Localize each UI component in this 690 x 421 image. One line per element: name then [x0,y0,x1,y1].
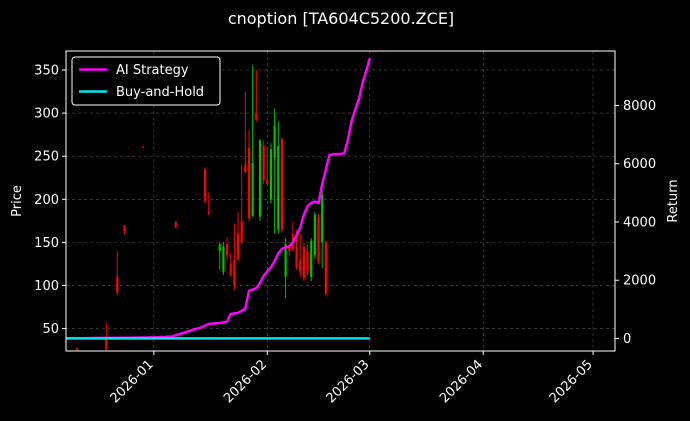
candle-body [313,214,316,256]
candle-body [222,246,225,272]
candle-body [284,244,287,277]
y-axis-label-right: Return [666,179,681,222]
y-tick-label-right: 8000 [623,99,656,114]
y-tick-label-left: 300 [34,107,59,122]
candle-body [174,222,177,227]
candle-body [273,126,276,158]
candle-body [317,216,320,262]
candle-body [324,242,327,295]
candle-body [299,259,302,273]
series-lines [65,57,371,340]
candle-body [203,169,207,201]
y-tick-label-left: 50 [42,322,59,337]
candle-body [255,113,258,120]
legend: AI Strategy Buy-and-Hold [71,56,221,106]
candle-body [277,145,280,230]
candle-body [229,263,232,276]
candle-body [244,164,247,172]
candle-body [258,140,262,217]
y-tick-label-left: 350 [34,63,59,78]
candle-body [247,147,251,219]
gridlines [66,51,615,351]
legend-label-ai-strategy: AI Strategy [116,63,189,78]
candle-body [306,251,309,273]
chart-title: cnoption [TA604C5200.ZCE] [228,9,454,28]
y-tick-label-left: 150 [34,236,59,251]
candle-body [295,246,298,269]
candle-body [225,244,229,256]
candle-body [310,240,313,277]
candle-body [251,163,254,217]
series-line-ai-strategy [65,57,371,340]
candle-body [207,212,210,214]
legend-label-buy-and-hold: Buy-and-Hold [116,85,204,100]
candlesticks [75,65,327,351]
candle-body [269,149,273,200]
candle-body [236,233,240,260]
plot-frame [65,50,616,352]
y-tick-label-right: 4000 [623,215,656,230]
legend-box [71,56,221,106]
candle-body [105,337,108,350]
candle-body [321,194,324,243]
candle-body [280,138,284,230]
candle-body [266,180,269,184]
y-tick-label-right: 2000 [623,274,656,289]
y-axis-label-left: Price [10,185,25,217]
candle-body [75,348,79,351]
candle-body [116,276,119,293]
y-tick-label-right: 6000 [623,157,656,172]
candle-body [288,246,291,251]
y-tick-label-left: 250 [34,150,59,165]
candle-body [141,146,144,148]
candle-body [218,244,221,251]
candle-body [123,225,126,233]
y-tick-label-left: 100 [34,279,59,294]
candle-body [302,246,305,279]
y-tick-label-right: 0 [623,332,631,347]
y-tick-label-left: 200 [34,193,59,208]
candle-body [233,259,236,286]
candle-body [262,145,265,181]
candle-body [240,220,243,243]
